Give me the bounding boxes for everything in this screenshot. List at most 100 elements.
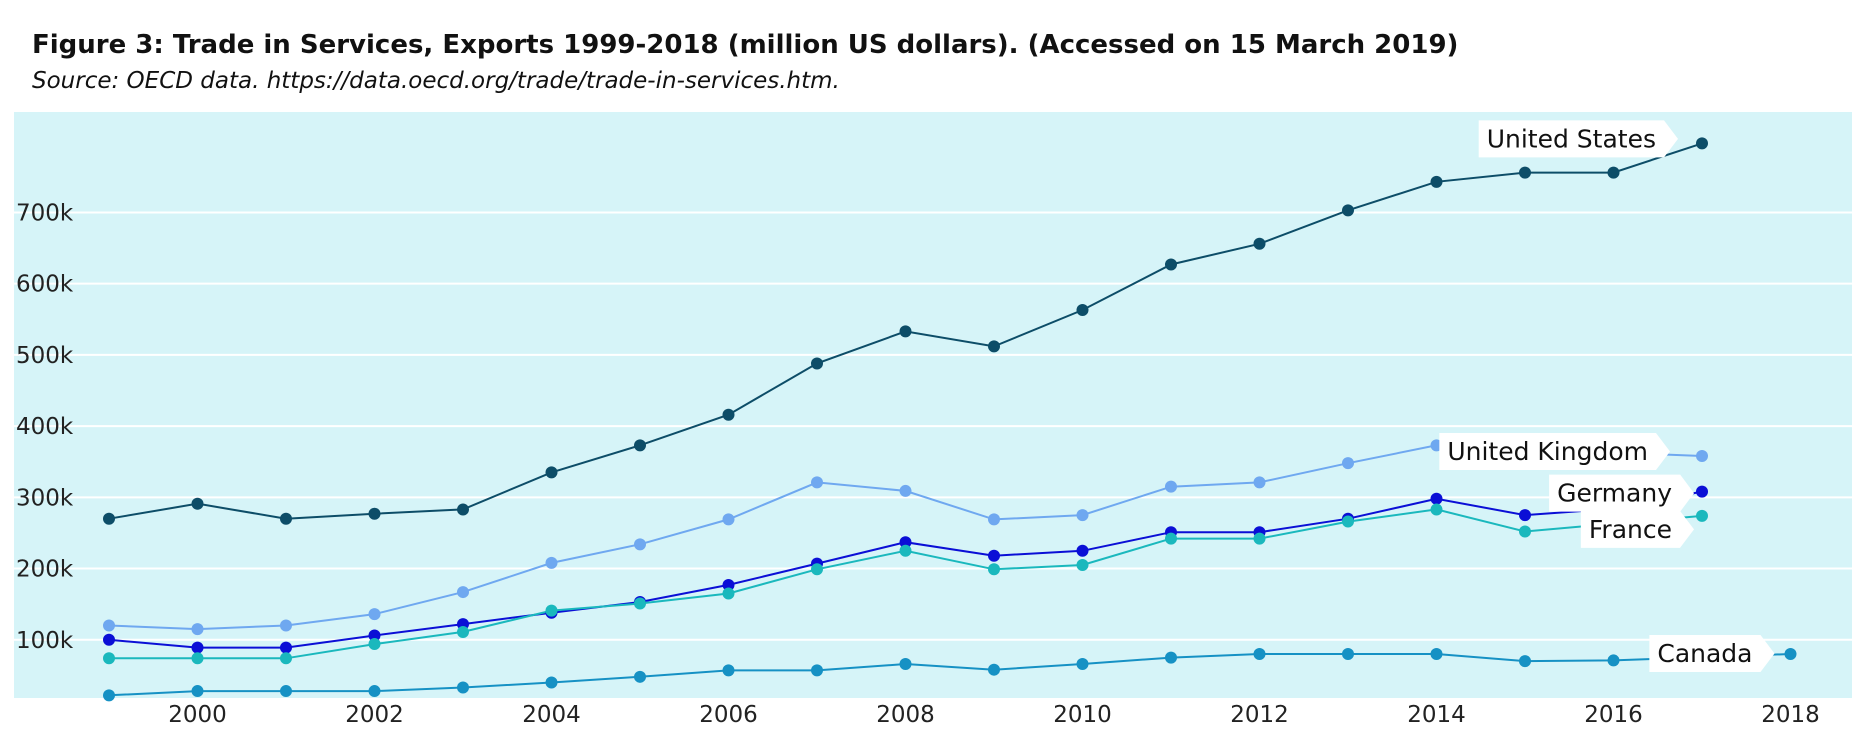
data-point-france	[1696, 509, 1708, 522]
y-tick-label: 100k	[16, 628, 74, 654]
data-point-canada	[1430, 648, 1443, 661]
x-tick-label: 2014	[1407, 702, 1466, 728]
data-point-canada	[368, 685, 381, 698]
data-point-canada	[280, 685, 292, 698]
series-line-france	[109, 508, 1703, 660]
label-tag	[1478, 120, 1678, 158]
x-tick-label: 2004	[522, 702, 581, 728]
data-point-germany	[280, 641, 292, 654]
data-point-united-kingdom	[1165, 480, 1177, 493]
data-point-united-states	[634, 439, 646, 452]
end-label-germany: Germany	[1549, 474, 1694, 512]
data-point-united-states	[1607, 166, 1620, 179]
data-point-canada	[1784, 648, 1797, 661]
data-point-france	[1519, 525, 1531, 538]
data-point-united-kingdom	[1076, 509, 1089, 522]
data-point-united-states	[103, 512, 115, 525]
end-label-canada: Canada	[1649, 635, 1775, 673]
data-point-germany	[722, 578, 735, 591]
data-point-germany	[899, 536, 912, 549]
label-tag	[1549, 474, 1694, 512]
data-point-canada	[1165, 651, 1177, 664]
x-tick-label: 2006	[699, 702, 758, 728]
data-point-germany	[368, 629, 381, 642]
data-point-canada	[191, 685, 204, 698]
data-point-united-states	[988, 340, 1000, 353]
y-tick-label: 300k	[16, 485, 74, 511]
data-point-united-kingdom	[280, 619, 292, 632]
data-point-france	[1253, 532, 1266, 545]
data-point-canada	[545, 676, 558, 689]
data-point-united-kingdom	[899, 484, 912, 497]
y-tick-label: 400k	[16, 414, 74, 440]
y-axis: 100k 200k 300k 400k 500k 600k 700k	[16, 200, 74, 653]
label-tag	[1649, 635, 1775, 673]
data-point-united-kingdom	[191, 623, 204, 636]
data-point-united-states	[1519, 166, 1531, 179]
data-point-united-kingdom	[545, 556, 558, 569]
label-tag	[1580, 510, 1694, 548]
data-point-france	[103, 652, 115, 665]
data-point-germany	[191, 641, 204, 654]
x-axis: 2000 2002 2004 2006 2008 2010 2012 2014 2016 2018	[168, 702, 1820, 728]
x-tick-label: 2008	[876, 702, 935, 728]
y-tick-label: 500k	[16, 343, 74, 369]
data-point-france	[1342, 515, 1354, 528]
series-name-germany: Germany	[1557, 479, 1672, 508]
data-point-france	[1430, 503, 1443, 516]
data-point-germany	[988, 549, 1000, 562]
data-point-united-states	[811, 357, 823, 370]
data-point-france	[191, 652, 204, 665]
data-point-france	[280, 652, 292, 665]
data-point-france	[1076, 558, 1089, 571]
series-name-canada: Canada	[1657, 639, 1752, 668]
data-point-united-kingdom	[457, 586, 469, 599]
y-tick-label: 600k	[16, 272, 74, 298]
data-point-united-kingdom	[1253, 476, 1266, 489]
gridlines	[14, 211, 1852, 641]
data-point-canada	[1607, 654, 1620, 667]
data-point-united-states	[1430, 175, 1443, 188]
data-point-canada	[1253, 648, 1266, 661]
x-tick-label: 2002	[345, 702, 404, 728]
data-point-canada	[103, 689, 115, 702]
data-point-canada	[1342, 648, 1354, 661]
x-tick-label: 2000	[168, 702, 227, 728]
data-point-germany	[1076, 544, 1089, 557]
data-point-united-states	[191, 497, 204, 510]
data-point-united-kingdom	[103, 619, 115, 632]
data-point-france	[811, 563, 823, 576]
data-point-germany	[103, 633, 115, 646]
data-point-united-states	[899, 325, 912, 338]
label-tag	[1439, 433, 1670, 471]
data-point-canada	[722, 664, 735, 677]
figure-subtitle: Source: OECD data. https://data.oecd.org…	[32, 68, 840, 94]
series-name-united-kingdom: United Kingdom	[1447, 437, 1648, 466]
data-point-france	[722, 587, 735, 600]
data-point-canada	[457, 681, 469, 694]
data-point-united-states	[722, 408, 735, 421]
data-point-canada	[811, 664, 823, 677]
data-point-united-states	[368, 507, 381, 520]
x-tick-label: 2016	[1584, 702, 1643, 728]
data-point-france	[545, 604, 558, 617]
data-point-united-states	[1342, 204, 1354, 217]
data-point-united-kingdom	[1696, 450, 1708, 463]
data-point-france	[457, 625, 469, 638]
data-point-united-kingdom	[722, 513, 735, 526]
y-tick-label: 200k	[16, 557, 74, 583]
data-point-united-states	[1696, 137, 1708, 150]
data-point-united-states	[1253, 237, 1266, 250]
data-point-canada	[899, 657, 912, 670]
data-point-united-states	[1076, 304, 1089, 317]
end-label-france: France	[1580, 510, 1694, 548]
data-point-united-kingdom	[1342, 457, 1354, 470]
data-point-germany	[1519, 509, 1531, 522]
data-point-united-states	[280, 512, 292, 525]
data-point-france	[1165, 532, 1177, 545]
series-name-united-states: United States	[1487, 124, 1656, 153]
data-point-france	[988, 563, 1000, 576]
data-point-united-kingdom	[988, 513, 1000, 526]
data-point-united-states	[545, 466, 558, 479]
